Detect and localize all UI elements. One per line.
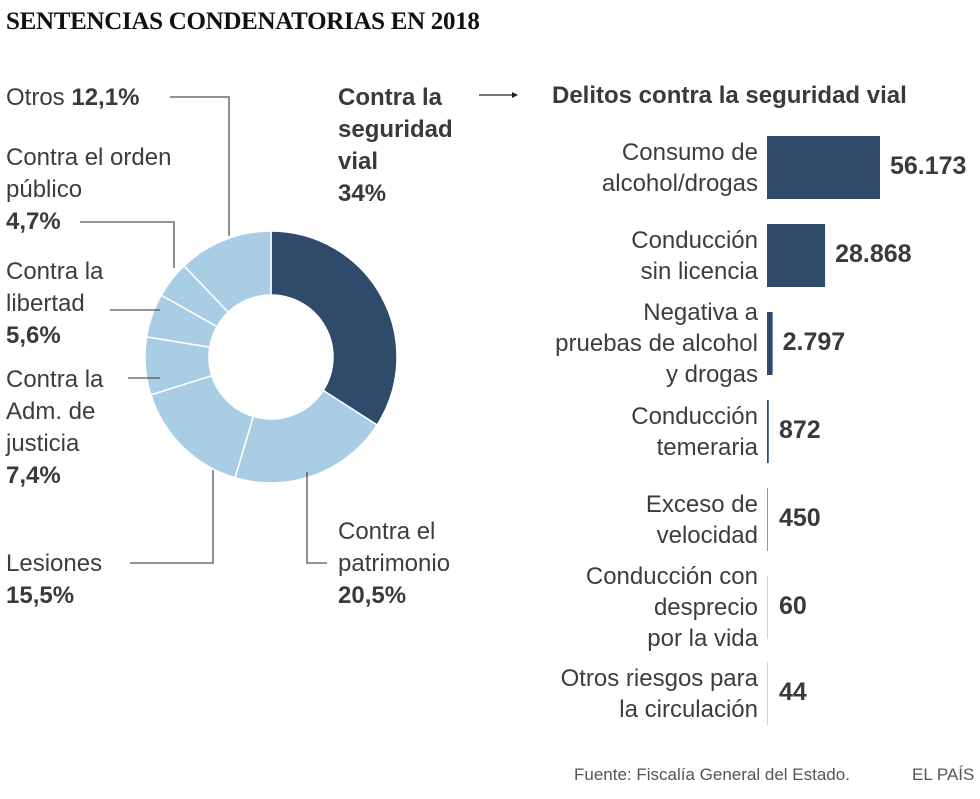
label-patrimonio: Contra el patrimonio 20,5%: [338, 518, 451, 609]
donut-slice-0: [270, 230, 398, 427]
label-otros: Otros 12,1%: [6, 84, 140, 111]
donut-slice-1: [234, 389, 379, 484]
bar-value-label: 2.797: [782, 327, 846, 356]
label-adm-justicia: Contra la Adm. de justicia 7,4%: [6, 366, 104, 489]
bar-2: [767, 312, 773, 375]
bar-category-label: Otros riesgos para la circulación: [560, 664, 758, 723]
bar-category-label: Negativa a pruebas de alcohol y drogas: [555, 299, 758, 388]
leader-line-lesiones: [130, 470, 214, 564]
brand-logo: EL PAÍS: [912, 765, 975, 784]
label-seguridad-vial: Contra la seguridad vial 34%: [338, 84, 453, 207]
bar-value-label: 56.173: [890, 151, 967, 180]
leader-lines: [80, 96, 327, 564]
bar-value-label: 60: [779, 591, 807, 620]
bar-1: [767, 224, 826, 287]
bar-category-label: Conducción temeraria: [631, 402, 758, 461]
bar-value-label: 450: [779, 503, 821, 532]
bar-category-label: Conducción sin licencia: [631, 226, 758, 285]
bar-category-label: Exceso de velocidad: [645, 490, 758, 549]
chart-title: SENTENCIAS CONDENATORIAS EN 2018: [6, 8, 480, 35]
source-note: Fuente: Fiscalía General del Estado.: [574, 765, 850, 784]
label-lesiones: Lesiones 15,5%: [6, 550, 103, 609]
donut-slice-6: [182, 230, 272, 314]
label-orden-publico: Contra el orden público 4,7%: [6, 144, 172, 235]
leader-line-orden-publico: [80, 221, 175, 268]
bar-0: [767, 136, 880, 199]
bar-category-label: Conducción con desprecio por la vida: [585, 563, 758, 652]
bar-value-label: 28.868: [835, 239, 912, 268]
bar-chart: [767, 136, 880, 725]
right-arrow-icon: [479, 92, 518, 98]
bar-3: [767, 400, 769, 463]
leader-line-otros: [170, 96, 230, 236]
bar-chart-title: Delitos contra la seguridad vial: [552, 82, 907, 109]
leader-line-patrimonio: [306, 472, 327, 564]
donut-chart: [144, 230, 398, 484]
bar-4: [767, 488, 768, 551]
donut-slice-2: [149, 374, 255, 479]
label-libertad: Contra la libertad 5,6%: [6, 258, 104, 349]
bar-value-label: 44: [779, 677, 807, 706]
bar-5: [767, 576, 768, 639]
bar-category-label: Consumo de alcohol/drogas: [601, 138, 758, 197]
bar-6: [767, 662, 768, 725]
bar-value-label: 872: [779, 415, 821, 444]
